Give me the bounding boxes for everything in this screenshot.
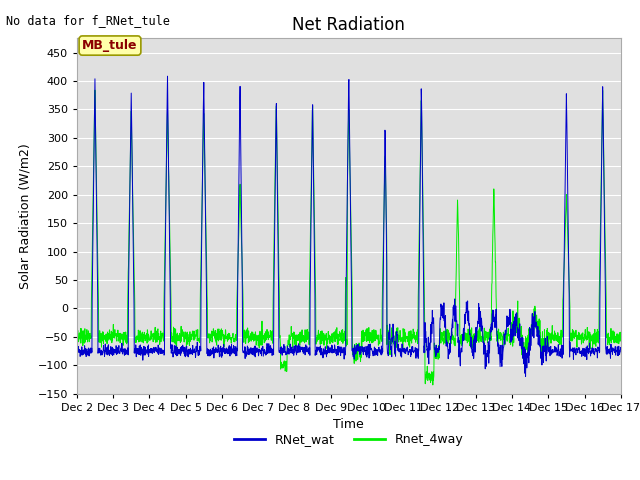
RNet_wat (365, 345, 372, 351)
RNet_wat (376, 348, 384, 354)
RNet_wat (225, 344, 232, 350)
Rnet_4way (376, 326, 384, 332)
Rnet_4way (584, 332, 592, 338)
Legend: RNet_wat, Rnet_4way: RNet_wat, Rnet_4way (229, 428, 468, 451)
RNet_wat (617, 347, 625, 352)
RNet_wat (164, 73, 172, 79)
Rnet_4way (365, 329, 372, 335)
Rnet_4way (73, 338, 81, 344)
RNet_wat (522, 373, 529, 379)
RNet_wat (570, 347, 577, 352)
Text: No data for f_RNet_tule: No data for f_RNet_tule (6, 14, 170, 27)
Title: Net Radiation: Net Radiation (292, 16, 405, 34)
Rnet_4way (617, 335, 625, 341)
RNet_wat (507, 339, 515, 345)
Y-axis label: Solar Radiation (W/m2): Solar Radiation (W/m2) (19, 143, 32, 289)
Rnet_4way (429, 382, 436, 388)
RNet_wat (73, 347, 81, 352)
Rnet_4way (225, 336, 232, 342)
Rnet_4way (508, 335, 515, 341)
X-axis label: Time: Time (333, 418, 364, 431)
RNet_wat (584, 346, 592, 351)
Rnet_4way (570, 335, 577, 341)
Text: MB_tule: MB_tule (82, 39, 138, 52)
Line: Rnet_4way: Rnet_4way (77, 90, 621, 385)
Rnet_4way (91, 87, 99, 93)
Line: RNet_wat: RNet_wat (77, 76, 621, 376)
